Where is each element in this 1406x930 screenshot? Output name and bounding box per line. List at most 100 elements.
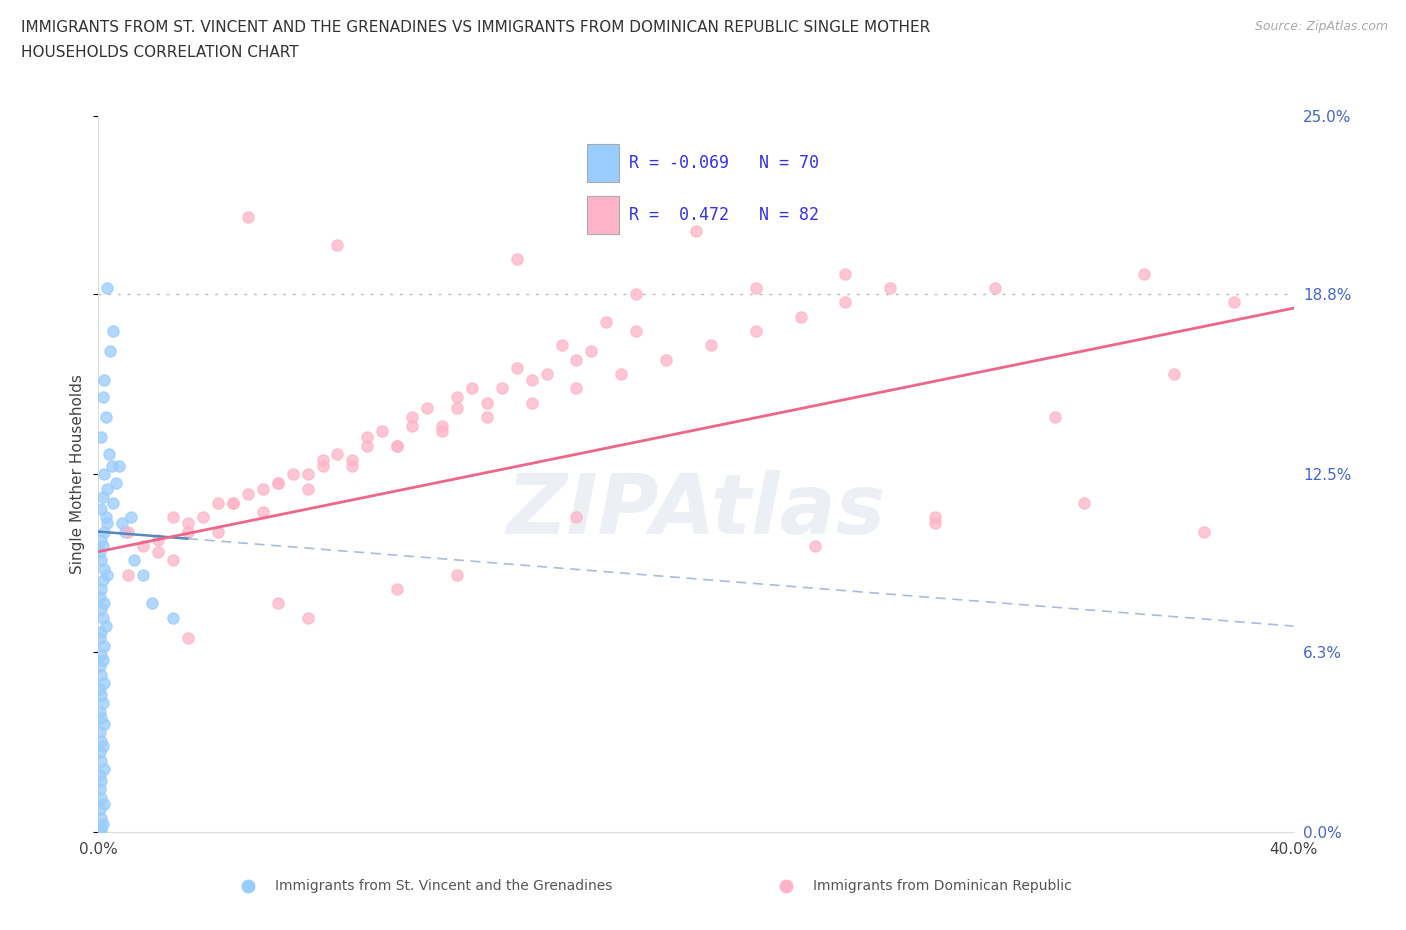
Point <box>834 266 856 281</box>
Point <box>446 567 468 582</box>
Point <box>222 496 245 511</box>
Point <box>162 552 184 567</box>
Text: Immigrants from St. Vincent and the Grenadines: Immigrants from St. Vincent and the Gren… <box>276 879 613 893</box>
Text: ZIPAtlas: ZIPAtlas <box>506 470 886 551</box>
Point <box>89 544 111 559</box>
Point <box>385 438 409 453</box>
Point <box>90 811 112 826</box>
Point <box>89 724 111 739</box>
Point <box>111 515 134 530</box>
Text: HOUSEHOLDS CORRELATION CHART: HOUSEHOLDS CORRELATION CHART <box>21 45 298 60</box>
Point <box>430 418 453 433</box>
Point <box>90 733 112 748</box>
Point <box>162 610 184 625</box>
Point <box>108 458 131 473</box>
Point <box>90 533 112 548</box>
Point <box>93 596 115 611</box>
Point <box>297 467 319 482</box>
Point <box>91 696 114 711</box>
Point <box>371 424 394 439</box>
Point <box>595 315 617 330</box>
Point <box>804 538 827 553</box>
Point <box>89 590 111 604</box>
Point <box>342 458 364 473</box>
Point <box>401 409 423 424</box>
Text: IMMIGRANTS FROM ST. VINCENT AND THE GRENADINES VS IMMIGRANTS FROM DOMINICAN REPU: IMMIGRANTS FROM ST. VINCENT AND THE GREN… <box>21 20 931 35</box>
Point <box>297 481 319 496</box>
Point <box>326 446 349 461</box>
Point <box>416 401 439 416</box>
Point <box>93 467 115 482</box>
Point <box>94 409 117 424</box>
Point <box>311 458 333 473</box>
Point <box>90 624 112 639</box>
Point <box>114 525 136 539</box>
Point <box>700 338 723 352</box>
Point <box>1133 266 1156 281</box>
Point <box>655 352 678 367</box>
Point <box>90 687 112 702</box>
Point <box>281 467 304 482</box>
Point <box>581 344 603 359</box>
Point <box>565 510 588 525</box>
Point <box>446 401 468 416</box>
Point <box>117 525 139 539</box>
Point <box>91 739 114 754</box>
Point <box>97 446 120 461</box>
Point <box>90 711 112 725</box>
Point <box>446 390 468 405</box>
Point <box>103 324 125 339</box>
Point <box>326 238 349 253</box>
Point <box>96 481 118 496</box>
Point <box>94 510 117 525</box>
Point <box>91 390 114 405</box>
Point <box>356 438 378 453</box>
Point <box>506 252 529 267</box>
Point <box>191 510 214 525</box>
Point <box>96 281 118 296</box>
Point <box>1043 409 1066 424</box>
Point <box>90 668 112 683</box>
Point <box>236 487 259 502</box>
Point <box>177 515 200 530</box>
Point <box>90 774 112 789</box>
Point <box>89 782 111 797</box>
Text: Source: ZipAtlas.com: Source: ZipAtlas.com <box>1254 20 1388 33</box>
Point <box>506 361 529 376</box>
Point <box>267 475 290 490</box>
Point <box>267 475 290 490</box>
Point <box>385 438 409 453</box>
Point <box>984 281 1007 296</box>
Point <box>565 381 588 396</box>
Point <box>96 515 118 530</box>
Point <box>1163 366 1185 381</box>
Point <box>132 567 155 582</box>
Point <box>297 610 319 625</box>
Point <box>90 501 112 516</box>
Point <box>98 344 122 359</box>
Point <box>342 453 364 468</box>
Point <box>491 381 513 396</box>
Point <box>1192 525 1215 539</box>
Point <box>91 538 114 553</box>
Point <box>685 223 707 238</box>
Point <box>236 209 259 224</box>
Point <box>207 525 229 539</box>
Point <box>520 395 543 410</box>
Point <box>148 544 170 559</box>
Point <box>356 430 378 445</box>
Point <box>89 682 111 697</box>
Point <box>89 802 111 817</box>
Point <box>93 372 115 387</box>
Point <box>117 567 139 582</box>
Point <box>91 490 114 505</box>
Point <box>124 552 146 567</box>
Point <box>90 647 112 662</box>
Point <box>745 281 768 296</box>
Point <box>148 533 170 548</box>
Point <box>93 639 115 654</box>
Point <box>789 310 811 325</box>
Point <box>1073 496 1095 511</box>
Point <box>105 475 128 490</box>
Point <box>93 716 115 731</box>
